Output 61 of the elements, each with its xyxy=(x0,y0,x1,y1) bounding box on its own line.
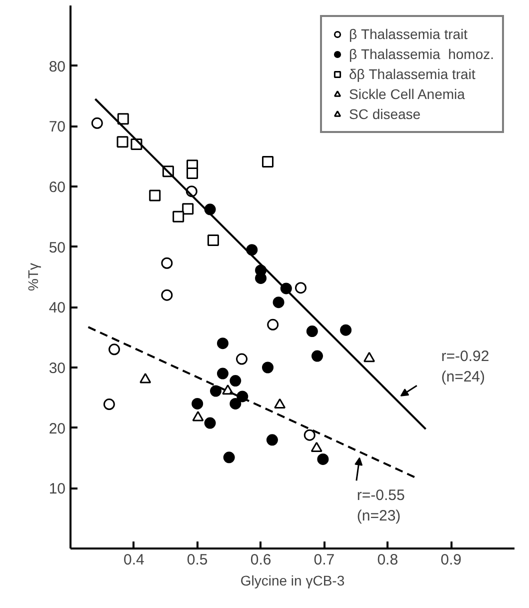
legend-label: β Thalassemia homoz. xyxy=(349,45,494,63)
point xyxy=(230,398,242,410)
point xyxy=(116,136,128,148)
point xyxy=(192,398,204,410)
point xyxy=(207,234,219,246)
point xyxy=(272,296,284,308)
point xyxy=(230,375,242,387)
legend-label: Sickle Cell Anemia xyxy=(349,85,465,103)
annotation: r=-0.55 (n=23) xyxy=(356,486,405,524)
point xyxy=(91,117,103,129)
x-tick-label: 0.9 xyxy=(440,552,462,568)
point xyxy=(223,452,235,464)
point xyxy=(149,190,161,202)
point xyxy=(236,390,248,402)
x-tick-label: 0.5 xyxy=(186,552,208,568)
y-tick-label: 40 xyxy=(48,300,66,317)
point xyxy=(274,398,286,409)
x-tick-label: 0.4 xyxy=(124,552,144,568)
point xyxy=(267,318,279,330)
point xyxy=(294,282,306,294)
point xyxy=(266,434,278,446)
point xyxy=(311,350,323,362)
y-tick-label: 20 xyxy=(48,420,66,438)
point xyxy=(340,324,352,336)
point xyxy=(172,210,184,222)
point xyxy=(216,368,228,380)
point xyxy=(310,442,322,452)
point xyxy=(204,417,216,429)
point xyxy=(210,385,222,397)
point xyxy=(186,167,198,179)
y-tick-label: 70 xyxy=(48,118,66,136)
y-tick-label: 10 xyxy=(48,480,66,498)
point xyxy=(108,344,120,356)
y-tick-label: 30 xyxy=(48,360,66,377)
point xyxy=(161,289,173,301)
y-tick-label: 60 xyxy=(48,179,66,196)
point xyxy=(262,362,274,374)
point xyxy=(103,398,115,410)
point xyxy=(161,257,173,269)
point xyxy=(140,373,152,384)
point xyxy=(192,411,204,422)
y-tick-label: 50 xyxy=(48,239,66,256)
x-tick-label: 0.8 xyxy=(377,552,398,568)
annotation: r=-0.92 (n=24) xyxy=(441,348,490,386)
point xyxy=(364,352,375,362)
y-tick-label: 80 xyxy=(48,58,66,76)
legend-label: SC disease xyxy=(349,105,421,123)
point xyxy=(236,353,248,365)
point xyxy=(304,429,316,441)
x-axis-title: Glycine in γCB-3 xyxy=(240,572,345,588)
y-axis-title: %Tγ xyxy=(24,263,41,291)
point xyxy=(182,203,194,215)
point xyxy=(216,338,228,350)
point xyxy=(117,113,129,125)
point xyxy=(306,326,318,338)
x-tick-label: 0.6 xyxy=(250,552,272,568)
legend-label: δβ Thalassemia trait xyxy=(349,65,476,83)
legend-label: β Thalassemia trait xyxy=(349,25,468,43)
point xyxy=(317,453,329,465)
point xyxy=(262,156,274,168)
x-tick-label: 0.7 xyxy=(314,552,335,568)
